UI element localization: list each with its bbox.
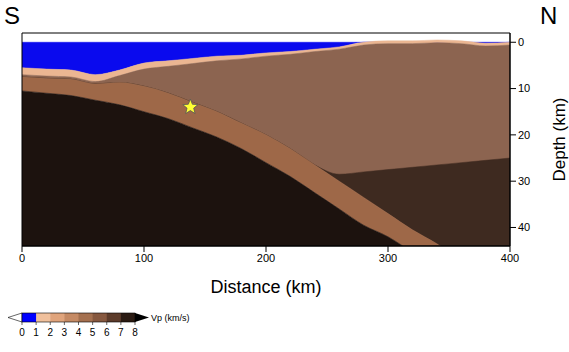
svg-text:40: 40 [518, 221, 530, 233]
svg-text:200: 200 [257, 252, 275, 264]
svg-text:0: 0 [518, 36, 524, 48]
svg-text:Vp (km/s): Vp (km/s) [151, 313, 190, 323]
svg-text:Distance (km): Distance (km) [210, 277, 321, 297]
html-text:S: S [4, 2, 20, 29]
svg-text:Depth (km): Depth (km) [550, 97, 569, 181]
svg-text:1: 1 [33, 327, 39, 338]
svg-text:7: 7 [118, 327, 124, 338]
svg-text:0: 0 [19, 252, 25, 264]
html-text:N: N [540, 2, 558, 29]
svg-text:10: 10 [518, 82, 530, 94]
svg-text:100: 100 [135, 252, 153, 264]
svg-text:6: 6 [104, 327, 110, 338]
svg-text:2: 2 [47, 327, 53, 338]
svg-text:3: 3 [62, 327, 68, 338]
svg-text:20: 20 [518, 129, 530, 141]
svg-text:400: 400 [501, 252, 519, 264]
svg-text:5: 5 [90, 327, 96, 338]
svg-text:4: 4 [76, 327, 82, 338]
svg-text:300: 300 [379, 252, 397, 264]
svg-text:0: 0 [19, 327, 25, 338]
svg-text:8: 8 [132, 327, 138, 338]
svg-text:30: 30 [518, 175, 530, 187]
